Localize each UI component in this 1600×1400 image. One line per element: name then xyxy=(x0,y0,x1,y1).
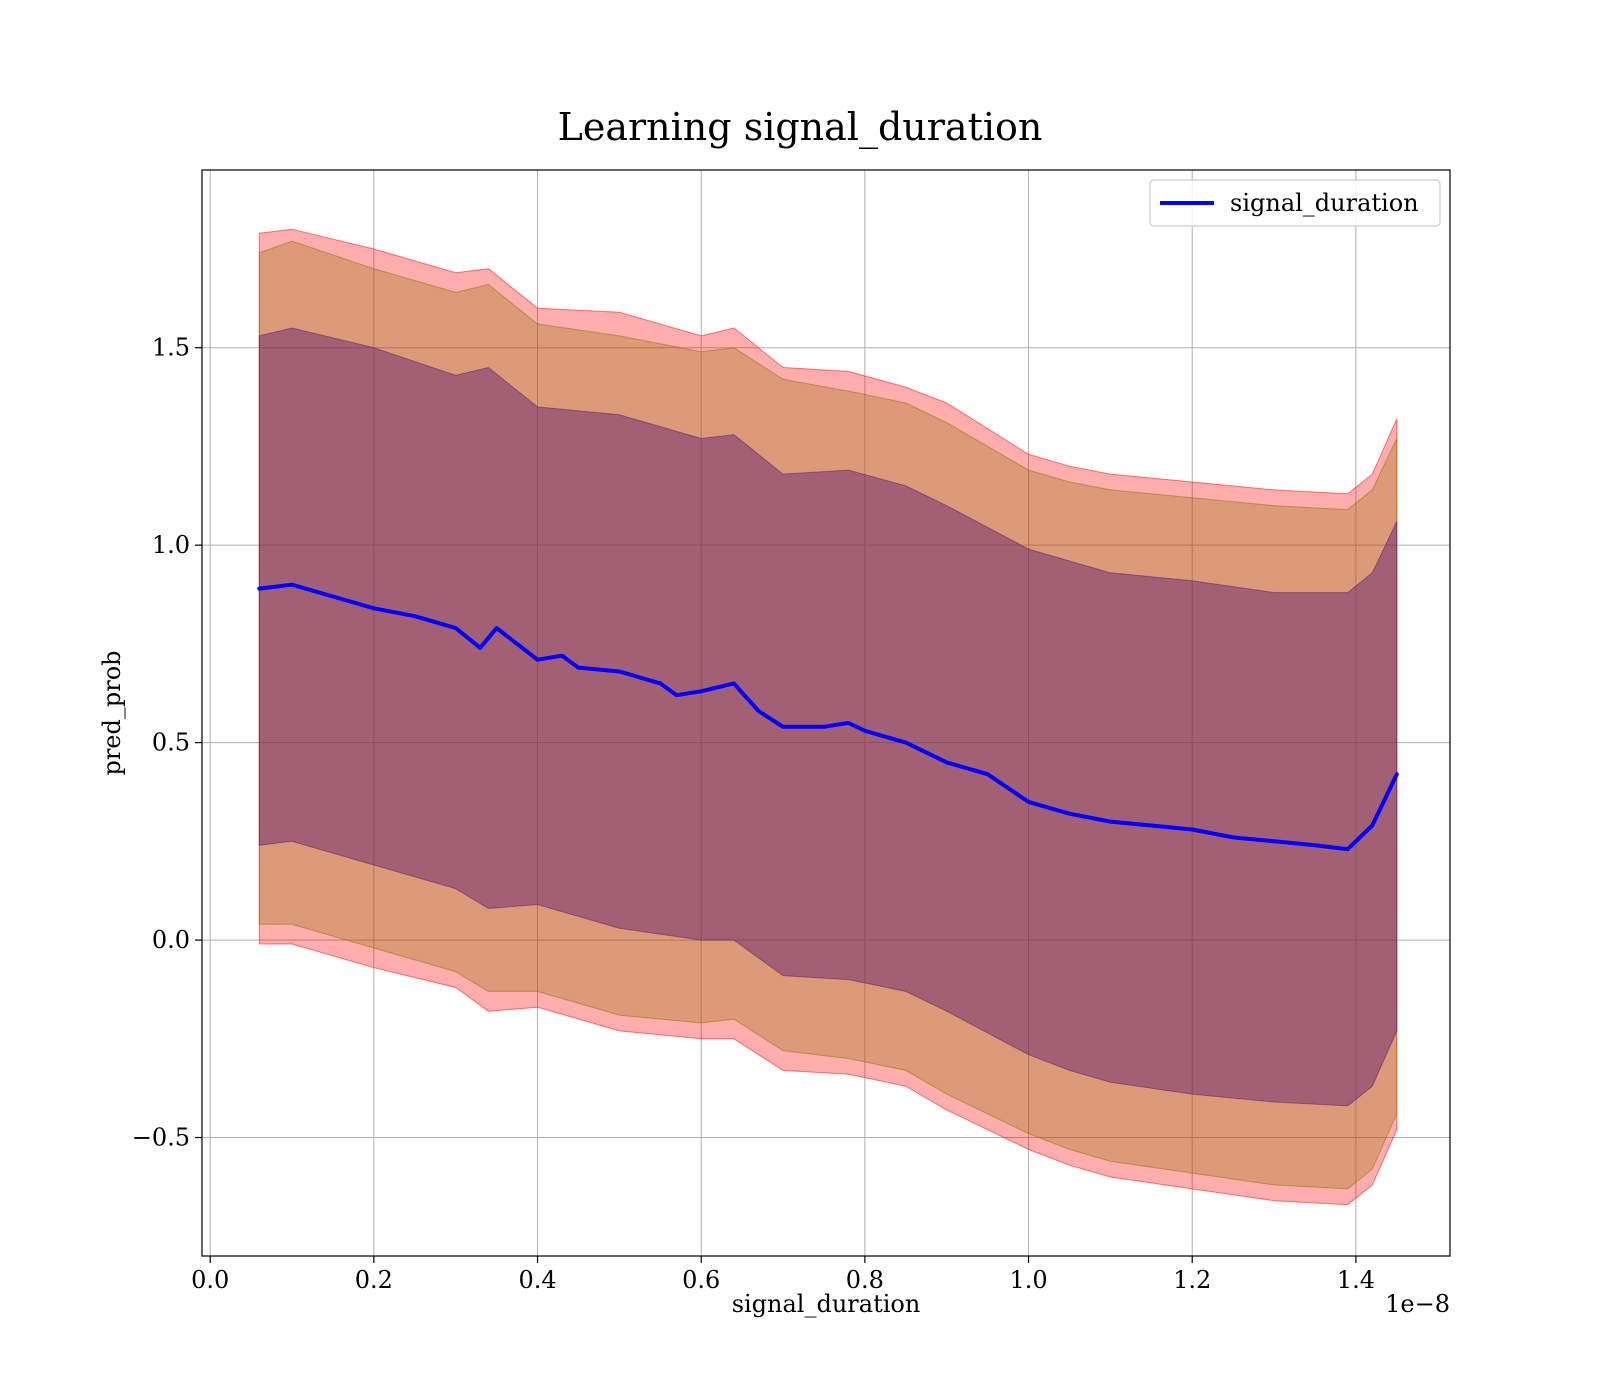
x-tick-label: 0.4 xyxy=(518,1266,556,1294)
y-axis-ticks: −0.5 0.0 0.5 1.0 1.5 xyxy=(132,334,202,1152)
plot-frame xyxy=(201,169,1451,1257)
x-tick-label: 1.4 xyxy=(1337,1266,1375,1294)
x-tick-label: 0.6 xyxy=(682,1266,720,1294)
legend: signal_duration xyxy=(1149,179,1441,227)
y-tick-label: 0.0 xyxy=(152,926,190,954)
series-lines xyxy=(257,582,1399,852)
legend-label: signal_duration xyxy=(1230,189,1419,217)
x-tick-label: 1.0 xyxy=(1009,1266,1047,1294)
y-tick-label: 1.0 xyxy=(152,531,190,559)
band-inner xyxy=(258,327,1398,1107)
confidence-bands xyxy=(258,228,1398,1206)
band-outer xyxy=(258,228,1398,1206)
series-line-0 xyxy=(257,582,1399,852)
x-tick-label: 0.2 xyxy=(355,1266,393,1294)
x-axis-ticks: 0.0 0.2 0.4 0.6 0.8 1.0 1.2 1.4 xyxy=(191,1256,1375,1294)
x-axis-offset-text: 1e−8 xyxy=(1385,1290,1450,1318)
y-tick-label: −0.5 xyxy=(132,1124,190,1152)
y-axis-label: pred_prob xyxy=(98,650,126,775)
legend-box xyxy=(1149,179,1441,227)
band-middle xyxy=(258,240,1398,1190)
x-tick-label: 1.2 xyxy=(1173,1266,1211,1294)
x-tick-label: 0.8 xyxy=(846,1266,884,1294)
y-tick-label: 0.5 xyxy=(152,729,190,757)
grid-layer xyxy=(202,170,1450,1256)
x-tick-label: 0.0 xyxy=(191,1266,229,1294)
x-axis-label: signal_duration xyxy=(732,1290,921,1318)
chart-title: Learning signal_duration xyxy=(558,105,1043,150)
y-tick-label: 1.5 xyxy=(152,334,190,362)
